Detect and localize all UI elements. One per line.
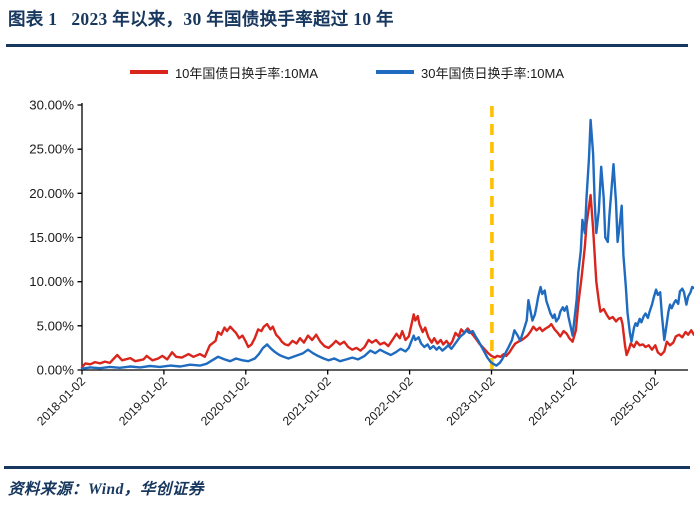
x-axis-label: 2022-01-02 xyxy=(362,374,416,428)
x-axis-label: 2025-01-02 xyxy=(607,374,661,428)
source-divider xyxy=(4,466,690,469)
legend-item-30y: 30年国债日换手率:10MA xyxy=(376,63,564,82)
x-axis-label: 2020-01-02 xyxy=(198,374,252,428)
y-axis-label: 20.00% xyxy=(29,186,74,201)
x-axis-label: 2021-01-02 xyxy=(280,374,334,428)
red-line-swatch xyxy=(129,70,168,74)
source-text: 资料来源：Wind，华创证券 xyxy=(8,481,204,498)
chart-legend: 10年国债日换手率:10MA 30年国债日换手率:10MA xyxy=(0,62,694,82)
title-divider xyxy=(6,44,688,47)
axes xyxy=(77,103,688,375)
x-axis-label: 2018-01-02 xyxy=(34,374,88,428)
blue-line-swatch xyxy=(376,70,414,74)
legend-label-30y: 30年国债日换手率:10MA xyxy=(421,65,565,81)
y-axis-label: 25.00% xyxy=(29,142,74,157)
figure-title: 图表 1 2023 年以来，30 年国债换手率超过 10 年 xyxy=(8,9,394,29)
y-axis-label: 30.00% xyxy=(29,98,74,113)
series-30y-line xyxy=(80,118,694,370)
y-axis-label: 5.00% xyxy=(37,318,75,333)
x-axis-label: 2023-01-02 xyxy=(444,374,498,428)
legend-label-10y: 10年国债日换手率:10MA xyxy=(174,65,318,81)
series-10y-line xyxy=(80,193,694,369)
legend-item-10y: 10年国债日换手率:10MA xyxy=(129,63,318,82)
y-axis-label: 0.00% xyxy=(37,363,75,378)
y-axis-label: 10.00% xyxy=(29,274,74,289)
y-axis-label: 15.00% xyxy=(29,230,74,245)
x-axis-label: 2019-01-02 xyxy=(116,374,170,428)
x-axis-label: 2024-01-02 xyxy=(526,374,580,428)
